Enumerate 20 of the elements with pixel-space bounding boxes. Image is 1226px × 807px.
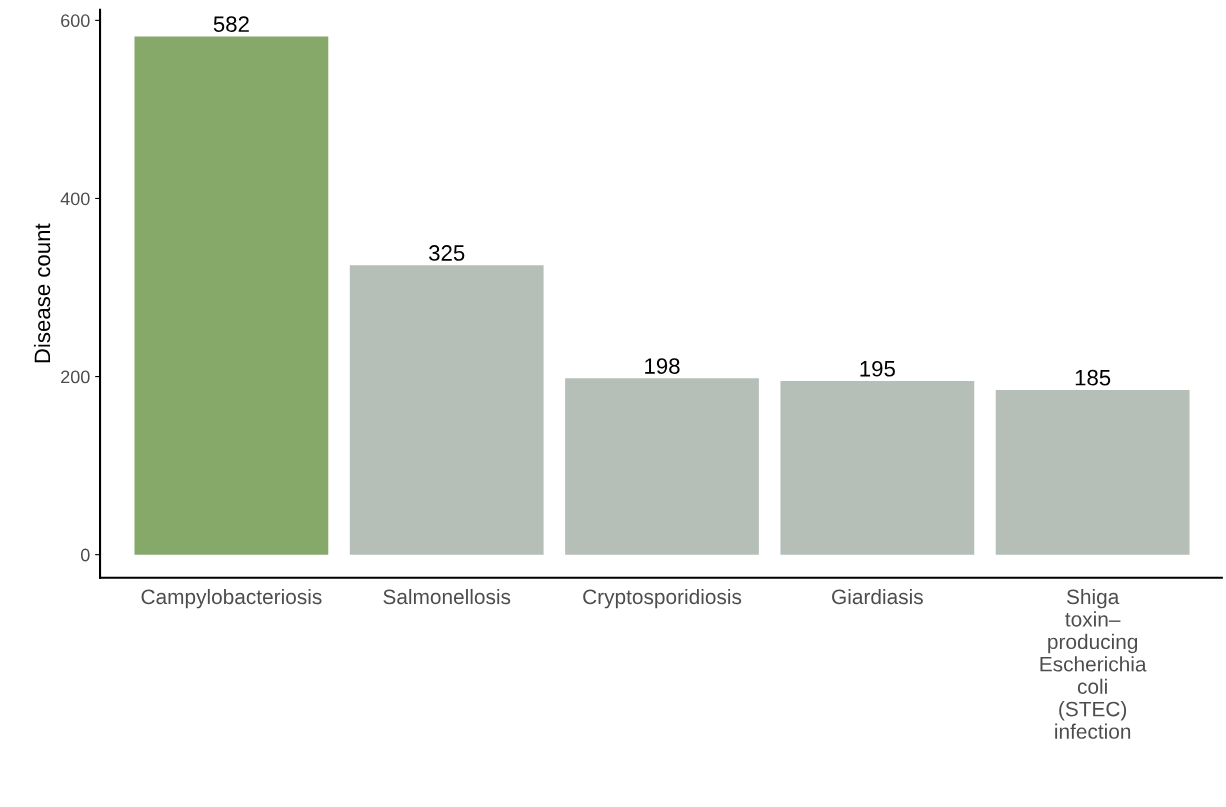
x-tick-label: Cryptosporidiosis — [583, 588, 742, 609]
data-label: 582 — [213, 16, 249, 33]
data-label: 198 — [645, 358, 680, 374]
bar — [565, 378, 759, 555]
x-tick-label: Shiga toxin– producing Escherichia coli (STEC) infection — [1040, 588, 1147, 739]
y-axis-title: Disease count — [33, 223, 51, 363]
y-tick-label: 0 — [80, 548, 90, 562]
data-label: 195 — [860, 360, 895, 377]
bar — [349, 265, 544, 555]
bar — [780, 381, 975, 555]
data-label: 325 — [429, 245, 465, 261]
data-label: 185 — [1075, 369, 1111, 386]
x-tick-label: Salmonellosis — [383, 588, 511, 605]
bar — [995, 389, 1190, 555]
x-tick-label: Giardiasis — [832, 588, 923, 605]
bar — [134, 36, 329, 555]
y-tick-label: 200 — [61, 370, 90, 384]
y-tick-label: 600 — [61, 14, 90, 28]
x-tick-label: Campylobacteriosis — [141, 588, 322, 609]
y-tick-label: 400 — [60, 192, 90, 206]
